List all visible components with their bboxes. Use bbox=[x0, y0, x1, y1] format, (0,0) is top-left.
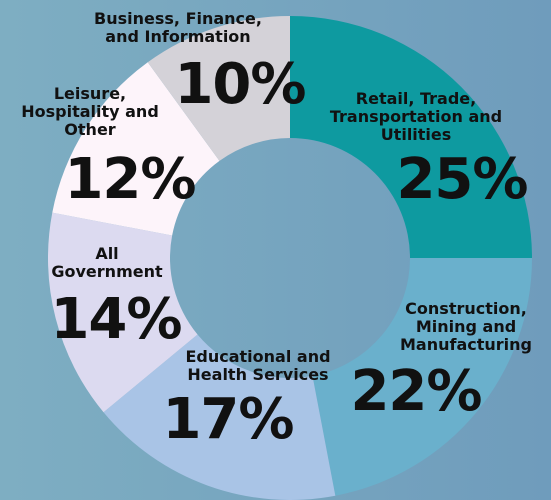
value-label: 10% bbox=[174, 52, 306, 117]
value-label: 14% bbox=[50, 287, 182, 352]
value-label: 22% bbox=[350, 359, 482, 424]
donut-segment bbox=[103, 334, 336, 500]
category-label: Retail, Trade, Transportation and Utilit… bbox=[329, 89, 503, 144]
donut-segment bbox=[52, 62, 220, 236]
donut-segment bbox=[312, 258, 532, 496]
category-label: Leisure, Hospitality and Other bbox=[21, 84, 159, 139]
category-label: Construction, Mining and Manufacturing bbox=[400, 299, 532, 354]
donut-segment bbox=[47, 212, 198, 413]
value-label: 17% bbox=[162, 387, 294, 452]
donut-segment bbox=[147, 16, 290, 161]
category-label: Business, Finance, and Information bbox=[94, 9, 262, 46]
value-label: 25% bbox=[396, 147, 528, 212]
category-label: All Government bbox=[51, 244, 163, 281]
donut-segment bbox=[290, 16, 532, 258]
category-label: Educational and Health Services bbox=[185, 347, 331, 384]
value-label: 12% bbox=[64, 147, 196, 212]
